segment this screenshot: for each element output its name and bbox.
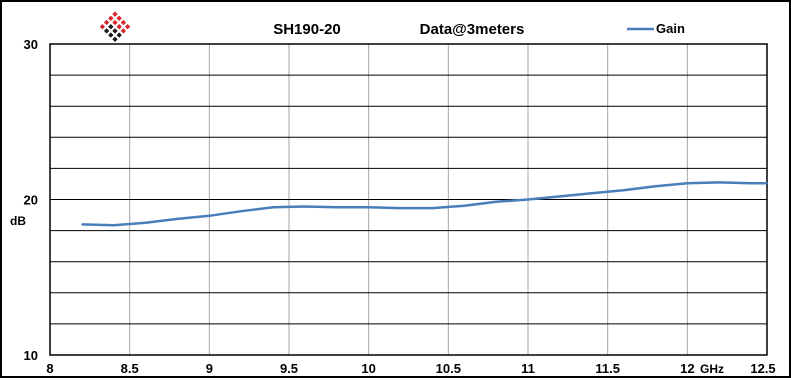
data-point	[368, 206, 370, 208]
logo-square	[112, 11, 118, 17]
chart-subtitle: Data@3meters	[420, 21, 525, 38]
y-tick-label: 10	[24, 348, 38, 363]
logo-square	[124, 24, 131, 30]
data-point	[718, 181, 720, 183]
data-point	[113, 224, 115, 226]
legend-label-gain: Gain	[656, 21, 685, 36]
x-tick-label: 10	[361, 361, 375, 376]
data-point	[623, 189, 625, 191]
data-point	[240, 210, 242, 212]
data-point	[591, 192, 593, 194]
x-tick-label: 8	[46, 361, 53, 376]
data-point	[304, 205, 306, 208]
data-point	[750, 182, 752, 184]
logo-square	[103, 28, 110, 34]
diamond-logo-icon	[99, 11, 131, 42]
x-tick-label: 9.5	[280, 361, 298, 376]
data-point	[766, 182, 768, 184]
x-tick-label: 10.5	[436, 361, 461, 376]
legend: Gain	[627, 21, 685, 36]
y-tick-label: 20	[24, 193, 38, 208]
logo-square	[112, 28, 118, 34]
logo-square	[116, 32, 122, 38]
x-axis-label: GHz	[700, 362, 724, 376]
data-point	[272, 206, 274, 208]
logo-square	[112, 36, 118, 42]
data-point	[81, 223, 83, 225]
logo-square	[120, 19, 127, 26]
data-point	[463, 205, 465, 207]
logo-square	[108, 24, 114, 30]
data-point	[527, 198, 529, 201]
logo-square	[120, 28, 127, 34]
logo-square	[112, 19, 118, 26]
x-tick-label: 8.5	[121, 361, 139, 376]
x-tick-label: 12.5	[750, 361, 775, 376]
chart-title: SH190-20	[273, 21, 341, 38]
data-point	[559, 195, 561, 197]
logo-square	[108, 15, 114, 21]
x-tick-label: 11.5	[595, 361, 620, 376]
logo-square	[103, 19, 110, 26]
y-axis-label: dB	[10, 214, 26, 228]
plot-area: 8 8.5 9 9.5 10 10.5 11 11.5 12 12.5 10 20 30	[24, 37, 776, 376]
data-point	[399, 207, 402, 209]
x-tick-label: 9	[206, 361, 213, 376]
data-point	[208, 215, 210, 217]
plot-border	[49, 43, 768, 356]
data-point	[176, 218, 179, 220]
y-tick-label: 30	[24, 37, 38, 52]
logo-square	[99, 24, 106, 30]
data-point	[336, 206, 338, 208]
logo-square	[116, 15, 122, 21]
data-point	[145, 222, 147, 224]
logo-square	[116, 24, 122, 30]
data-point	[654, 185, 657, 187]
data-point	[686, 182, 688, 184]
x-tick-label: 11	[521, 361, 535, 376]
data-point	[495, 201, 497, 203]
data-point	[431, 207, 433, 209]
x-tick-label: 12	[680, 361, 694, 376]
logo-square	[108, 32, 114, 38]
